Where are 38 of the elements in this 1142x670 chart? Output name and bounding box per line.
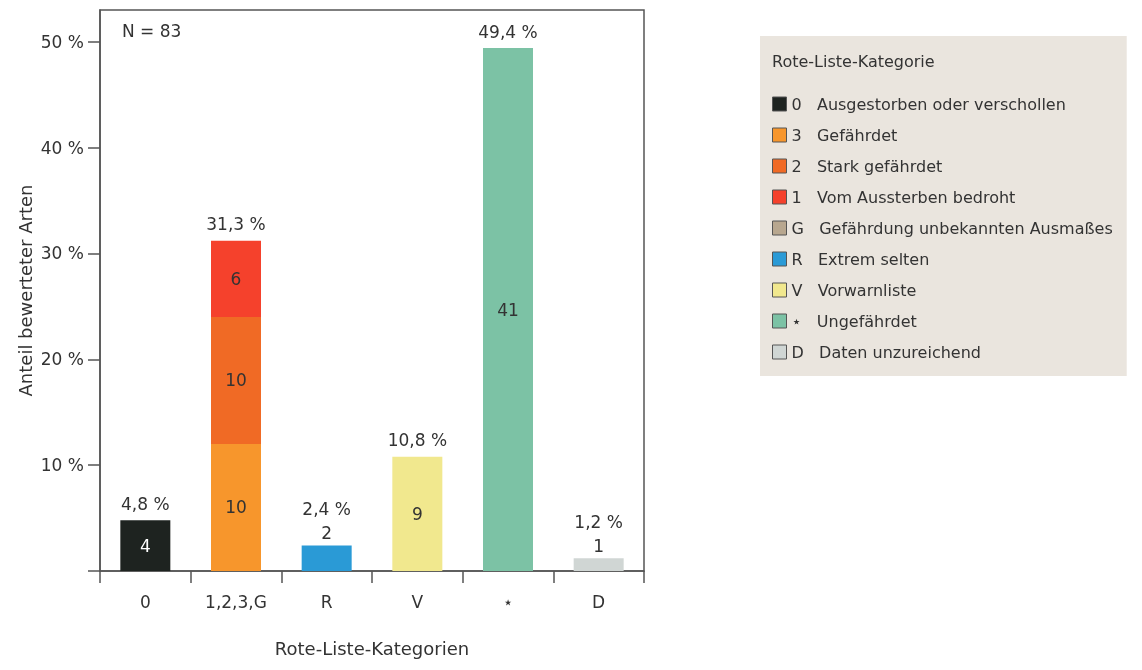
y-tick-label: 20 % — [40, 349, 84, 370]
legend-label: V Vorwarnliste — [791, 280, 917, 300]
annotation: 10 — [225, 370, 247, 391]
total-label: 49,4 % — [478, 21, 538, 42]
legend-label: R Extrem selten — [791, 249, 930, 269]
x-tick-label: 1,2,3,G — [205, 591, 267, 612]
x-tick-label: R — [320, 591, 333, 612]
legend-label: 3 Gefährdet — [791, 125, 898, 145]
x-tick-label: 0 — [139, 591, 151, 612]
annotation: 1 — [593, 535, 605, 556]
y-tick-label: 40 % — [40, 137, 84, 158]
legend-label: G Gefährdung unbekannten Ausmaßes — [791, 218, 1113, 238]
y-tick-label: 30 % — [40, 243, 84, 264]
legend-label: 0 Ausgestorben oder verschollen — [791, 94, 1066, 114]
x-tick-label: D — [592, 591, 606, 612]
y-tick-label: 50 % — [40, 31, 84, 52]
y-tick-label: 10 % — [40, 455, 84, 476]
total-label: 1,2 % — [574, 511, 623, 532]
x-tick-label: ⋆ — [502, 591, 514, 612]
annotation: 6 — [230, 268, 242, 289]
legend-label: 1 Vom Aussterben bedroht — [791, 187, 1016, 207]
x-tick-label: V — [411, 591, 424, 612]
total-label: 2,4 % — [302, 499, 351, 520]
legend-label: ⋆ Ungefährdet — [791, 311, 917, 331]
annotation: 9 — [411, 503, 423, 524]
annotation: 41 — [497, 299, 519, 320]
total-label: 10,8 % — [387, 430, 448, 451]
annotation: 2 — [321, 523, 333, 544]
annotation: 10 — [225, 497, 247, 518]
y-axis-title: Anteil bewerteter Arten — [14, 184, 36, 397]
legend-title: Rote-Liste-Kategorie — [772, 51, 935, 71]
total-label: 31,3 % — [206, 214, 266, 235]
annotation: 4 — [139, 535, 151, 556]
legend-label: D Daten unzureichend — [791, 342, 981, 362]
total-label: 4,8 % — [121, 493, 170, 514]
legend-label: 2 Stark gefährdet — [791, 156, 943, 176]
x-axis-title: Rote-Liste-Kategorien — [274, 637, 470, 659]
annotation: N = 83 — [122, 20, 182, 41]
